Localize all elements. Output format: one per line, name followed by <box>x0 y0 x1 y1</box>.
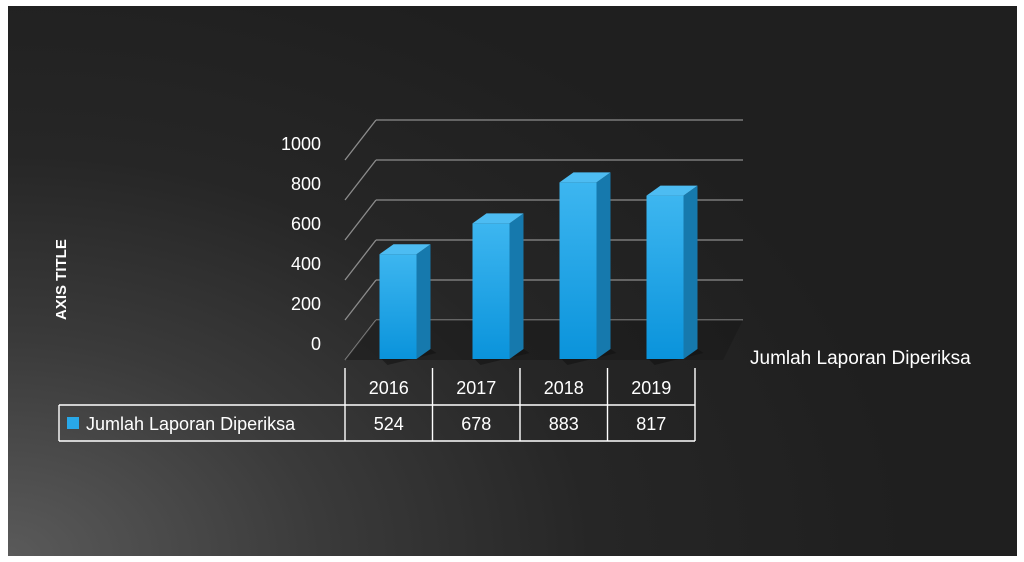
chart-area: 0 200 400 600 800 1000 2016 2017 2018 2019 524 678… <box>8 6 1017 556</box>
bar-side <box>416 244 431 359</box>
y-tick-label: 600 <box>291 214 321 234</box>
bar-side <box>509 213 524 359</box>
bar-top <box>472 213 524 224</box>
depth-axis-label: Jumlah Laporan Diperiksa <box>750 348 971 369</box>
bar-front <box>472 223 510 359</box>
y-tick-label: 0 <box>311 334 321 354</box>
table-value-cell: 817 <box>636 414 666 434</box>
bar-front <box>646 195 684 359</box>
legend-key <box>67 417 79 429</box>
bar-2018 <box>559 172 617 365</box>
table-series-label: Jumlah Laporan Diperiksa <box>86 414 296 434</box>
data-table: 2016 2017 2018 2019 524 678 883 817 Jumlah Lapor… <box>58 368 696 442</box>
gridline-slant <box>344 199 377 241</box>
y-tick-label: 800 <box>291 174 321 194</box>
y-axis-ticks: 0 200 400 600 800 1000 <box>281 134 321 354</box>
table-value-cell: 678 <box>461 414 491 434</box>
gridline-slant <box>344 119 377 161</box>
gridline-slant <box>344 279 377 321</box>
bar-2017 <box>472 213 530 365</box>
bar-2019 <box>646 185 704 365</box>
bar-front <box>379 254 417 359</box>
gridline-slant <box>344 159 377 201</box>
table-value-cell: 883 <box>549 414 579 434</box>
bar-front <box>559 182 597 359</box>
table-header-cell: 2018 <box>544 378 584 398</box>
bar-side <box>596 172 611 359</box>
bar-chart: 0 200 400 600 800 1000 2016 2017 2018 2019 524 678… <box>53 119 971 442</box>
bar-top <box>646 185 698 196</box>
table-header-cell: 2016 <box>369 378 409 398</box>
y-tick-label: 400 <box>291 254 321 274</box>
bar-2016 <box>379 244 437 365</box>
table-value-cell: 524 <box>374 414 404 434</box>
table-header-cell: 2019 <box>631 378 671 398</box>
chart-floor <box>345 320 743 360</box>
bar-top <box>559 172 611 183</box>
y-tick-label: 200 <box>291 294 321 314</box>
bar-side <box>683 185 698 359</box>
y-tick-label: 1000 <box>281 134 321 154</box>
bars <box>345 172 743 365</box>
bar-top <box>379 244 431 255</box>
y-axis-title: AXIS TITLE <box>53 239 70 320</box>
gridline-slant <box>344 239 377 281</box>
table-header-cell: 2017 <box>456 378 496 398</box>
